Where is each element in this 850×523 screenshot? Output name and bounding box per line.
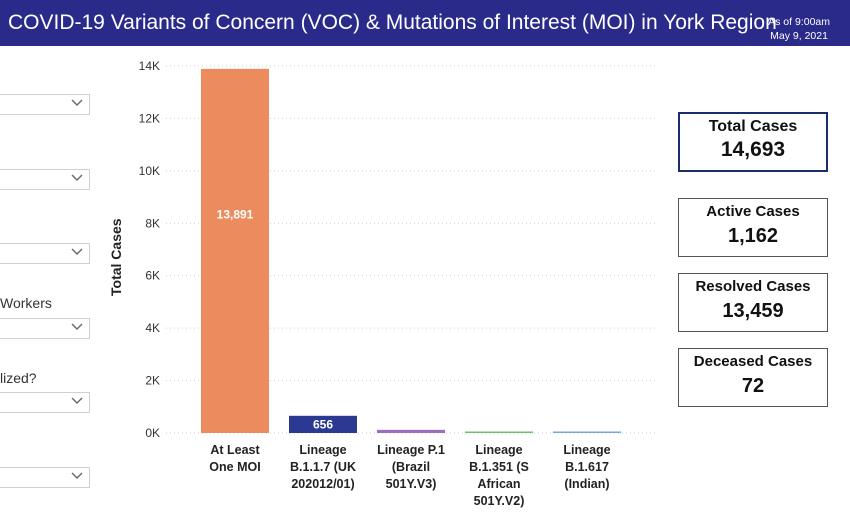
as-of-timestamp: As of 9:00am May 9, 2021 (768, 15, 830, 43)
chevron-down-icon (71, 99, 83, 106)
bar[interactable] (289, 415, 357, 433)
y-axis-label: Total Cases (108, 218, 124, 296)
chevron-down-icon (71, 248, 83, 255)
chevron-down-icon (71, 174, 83, 181)
filter-panel: Workers lized? (0, 46, 100, 523)
bar-data-label: 656 (313, 417, 333, 431)
x-tick-label: B.1.351 (S (469, 460, 529, 474)
x-tick-label: African (477, 477, 520, 491)
x-tick-label: Lineage (563, 443, 610, 457)
x-tick-label: B.1.1.7 (UK (290, 460, 356, 474)
total-cases-value: 14,693 (720, 138, 786, 161)
x-tick-label: Lineage (299, 443, 346, 457)
filter-dropdown-3[interactable] (0, 243, 90, 264)
x-tick-label: B.1.617 (565, 460, 609, 474)
resolved-cases-label: Resolved Cases (695, 278, 811, 295)
x-tick-label: (Brazil (392, 460, 430, 474)
report-title: COVID-19 Variants of Concern (VOC) & Mut… (8, 11, 777, 34)
chevron-down-icon (71, 323, 83, 330)
filter-dropdown-workers[interactable] (0, 318, 90, 339)
y-tick-label: 6K (145, 269, 160, 283)
chart-plot-area: 0K 2K 4K 6K 8K 10K 12K 14K 13,891 At Least One MOI… (139, 59, 656, 508)
x-tick-label: 202012/01) (291, 477, 354, 491)
x-tick-label: Lineage (475, 443, 522, 457)
x-tick-label: (Indian) (564, 477, 609, 491)
total-cases-label: Total Cases (708, 118, 798, 135)
variant-cases-bar-chart: 0K 2K 4K 6K 8K 10K 12K 14K 13,891 At Least One MOI… (100, 46, 670, 523)
as-of-date: May 9, 2021 (770, 30, 828, 42)
filter-dropdown-6[interactable] (0, 467, 90, 488)
resolved-cases-card: Resolved Cases 13,459 (678, 273, 828, 332)
y-tick-label: 10K (139, 164, 160, 178)
filter-dropdown-hospitalized[interactable] (0, 392, 90, 413)
as-of-time: As of 9:00am (768, 16, 830, 28)
filter-dropdown-2[interactable] (0, 169, 90, 190)
y-tick-label: 2K (145, 374, 160, 388)
y-tick-label: 4K (145, 321, 160, 335)
y-tick-label: 12K (139, 111, 160, 125)
deceased-cases-value: 72 (741, 375, 765, 397)
y-tick-label: 8K (145, 216, 160, 230)
filter-dropdown-1[interactable] (0, 94, 90, 115)
x-tick-label: At Least (210, 443, 260, 457)
bar[interactable] (377, 429, 445, 433)
x-tick-label: 501Y.V2) (474, 494, 525, 508)
active-cases-label: Active Cases (706, 203, 800, 220)
filter-label-hospitalized: lized? (0, 370, 37, 386)
y-tick-label: 0K (145, 426, 160, 440)
resolved-cases-value: 13,459 (722, 300, 784, 322)
x-tick-label: One MOI (209, 460, 260, 474)
active-cases-value: 1,162 (727, 225, 779, 247)
chevron-down-icon (71, 397, 83, 404)
bar-data-label: 13,891 (217, 208, 254, 222)
filter-label-workers: Workers (0, 295, 52, 311)
y-tick-label: 14K (139, 59, 160, 73)
x-tick-label: Lineage P.1 (377, 443, 445, 457)
deceased-cases-label: Deceased Cases (693, 353, 813, 370)
chevron-down-icon (71, 472, 83, 479)
report-header: COVID-19 Variants of Concern (VOC) & Mut… (0, 0, 850, 46)
bar[interactable] (201, 68, 269, 433)
total-cases-card: Total Cases 14,693 (678, 112, 828, 172)
bar[interactable] (553, 431, 621, 434)
active-cases-card: Active Cases 1,162 (678, 198, 828, 257)
x-tick-label: 501Y.V3) (386, 477, 437, 491)
deceased-cases-card: Deceased Cases 72 (678, 348, 828, 407)
bar[interactable] (465, 431, 533, 434)
